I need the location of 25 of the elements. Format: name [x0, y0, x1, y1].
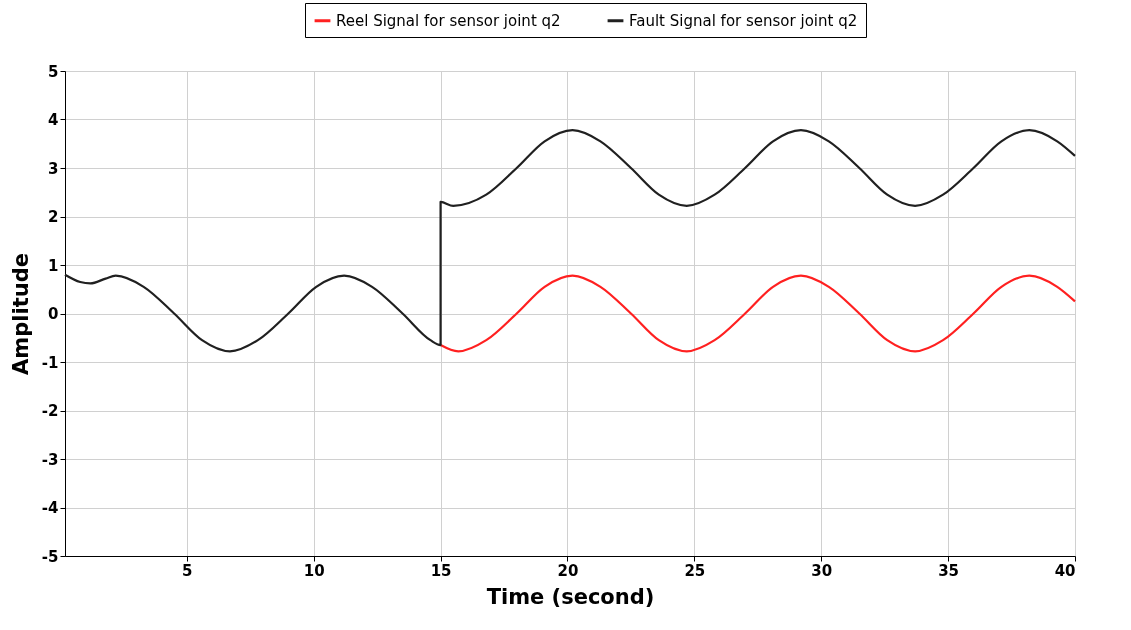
- line-series: [439, 274, 1077, 353]
- y-tick-label: -4: [41, 499, 59, 517]
- x-tick-label: 5: [182, 561, 193, 580]
- x-tick-label: 20: [557, 561, 579, 580]
- y-tick-label: 5: [48, 62, 59, 81]
- y-tick-label: -3: [41, 450, 59, 469]
- legend-label: Reel Signal for sensor joint q2: [336, 11, 561, 30]
- y-tick-label: -1: [41, 353, 59, 372]
- x-tick-label: 40: [1054, 561, 1076, 580]
- x-tick-label: 15: [430, 561, 452, 580]
- legend-label: Fault Signal for sensor joint q2: [629, 11, 858, 30]
- x-tick-label: 10: [303, 561, 325, 580]
- y-tick-label: 3: [48, 159, 59, 178]
- x-tick-label: 25: [684, 561, 706, 580]
- x-axis-title: Time (second): [486, 584, 655, 609]
- y-tick-label: -2: [41, 402, 59, 420]
- y-tick-label: 0: [48, 305, 59, 323]
- y-tick-label: 1: [48, 256, 59, 275]
- y-axis-title: Amplitude: [8, 253, 33, 375]
- x-tick-label: 35: [938, 561, 960, 580]
- x-tick-label: 30: [811, 561, 833, 580]
- line-series: [63, 129, 1077, 353]
- y-tick-label: 2: [48, 208, 59, 226]
- y-tick-label: 4: [48, 111, 59, 129]
- y-tick-label: -5: [41, 547, 59, 566]
